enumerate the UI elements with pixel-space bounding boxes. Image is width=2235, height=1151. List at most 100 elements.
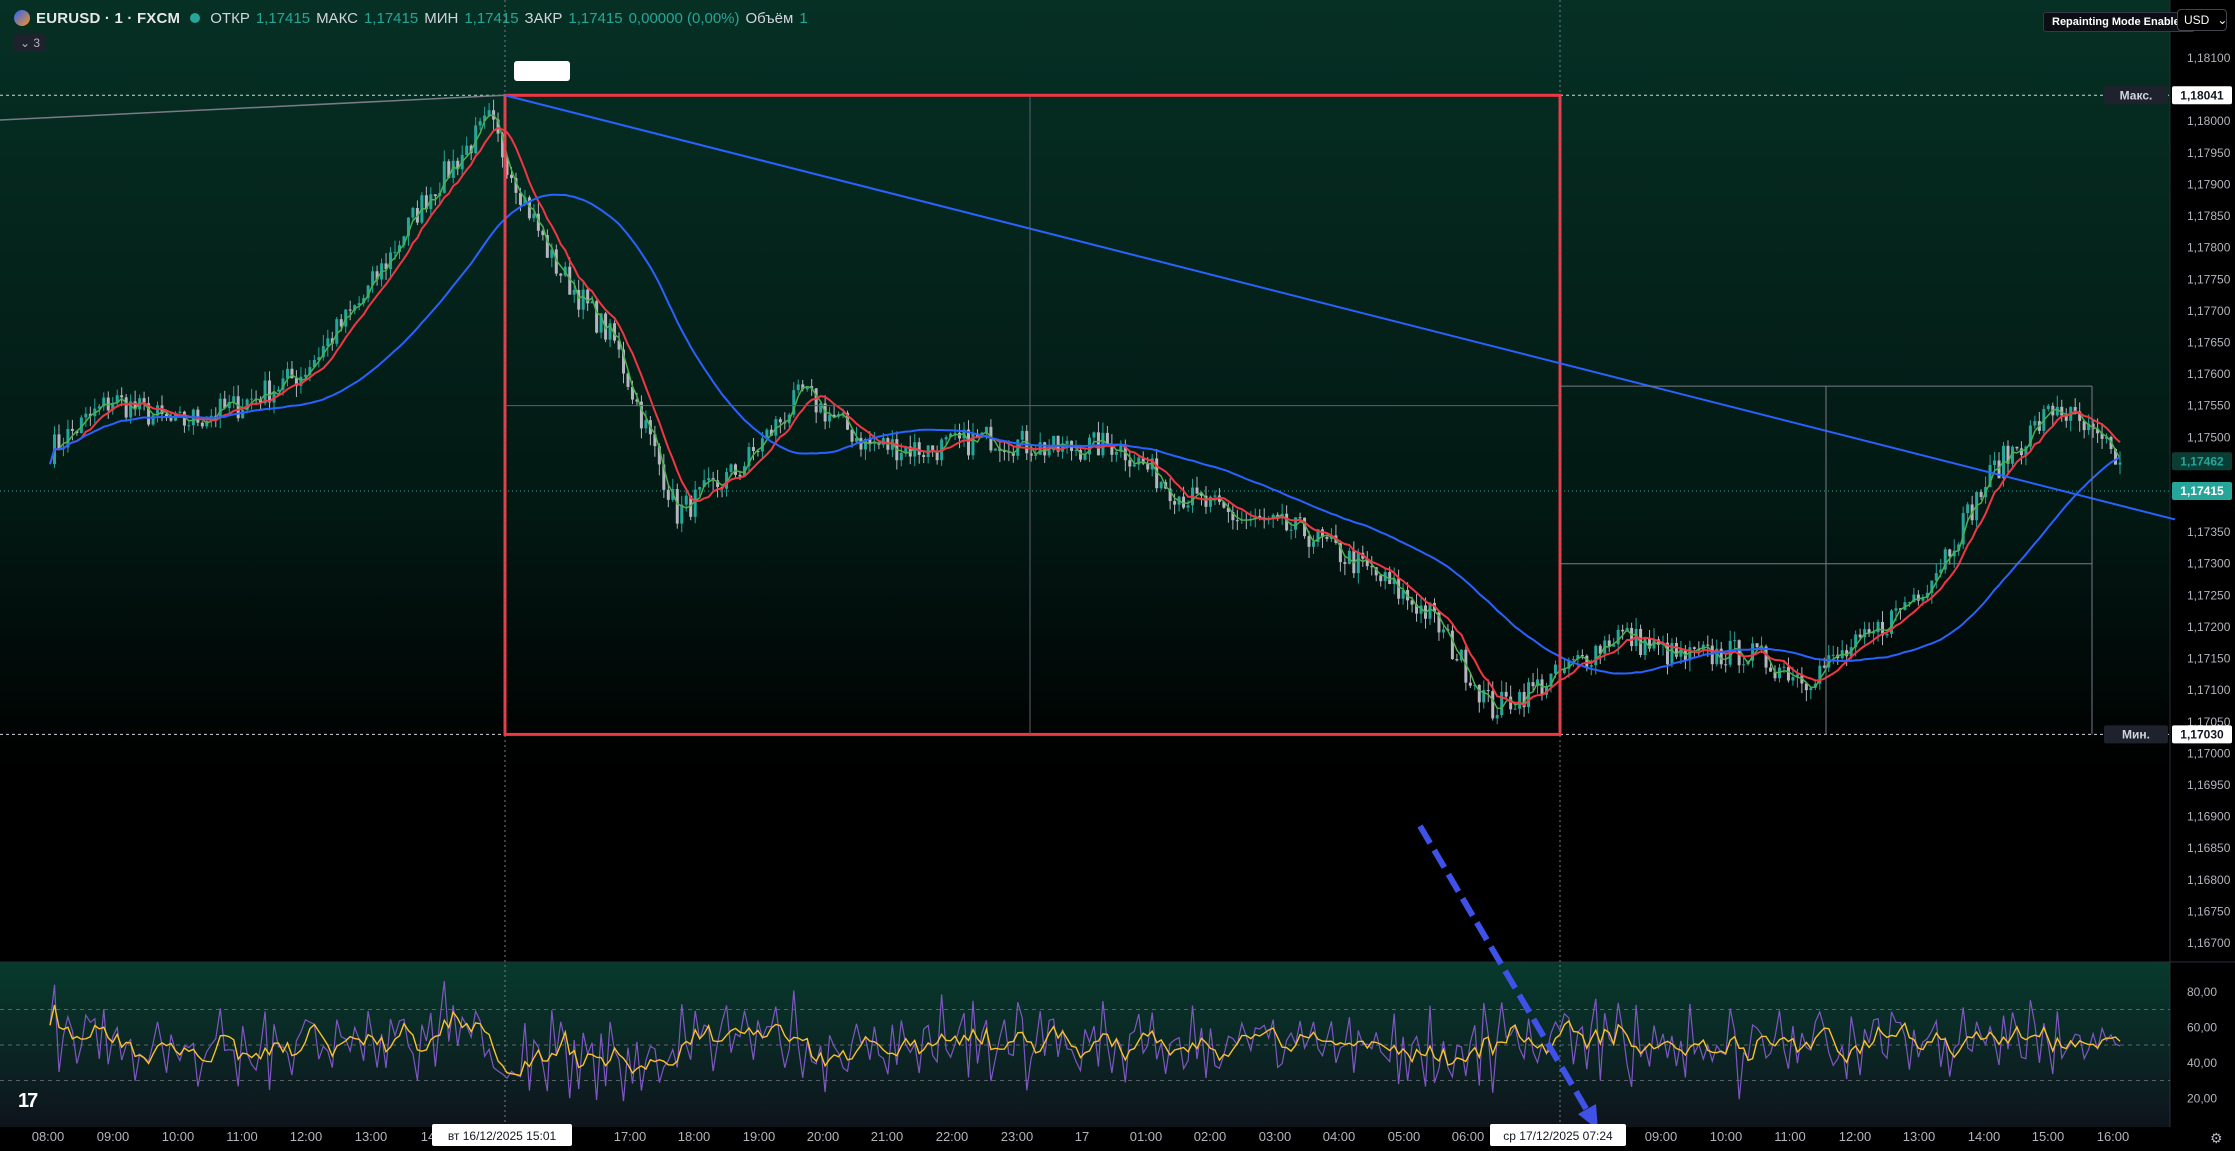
- candle-body: [1782, 666, 1786, 668]
- candle-body: [1907, 602, 1911, 604]
- candle-body: [532, 213, 536, 219]
- candle-body: [1912, 594, 1916, 603]
- candle-body: [339, 319, 343, 327]
- candle-body: [483, 115, 487, 122]
- time-cursor-left-bg: [432, 1124, 572, 1146]
- candle-body: [675, 489, 679, 524]
- candle-body: [1356, 552, 1360, 574]
- candle-body: [1786, 666, 1790, 681]
- candle-body: [1504, 691, 1508, 697]
- time-tick-label: 15:00: [2032, 1129, 2065, 1144]
- candle-body: [1531, 682, 1535, 687]
- candle-body: [1222, 501, 1226, 508]
- candle-body: [1455, 659, 1459, 661]
- min-label-badge-bg: [2104, 725, 2168, 744]
- symbol-title[interactable]: EURUSD · 1 · FXCM: [36, 9, 181, 27]
- time-tick-label: 17: [1075, 1129, 1089, 1144]
- measure-rectangle: [503, 93, 1562, 736]
- candle-body: [2055, 406, 2059, 416]
- candle-body: [1925, 592, 1929, 598]
- candle-body: [57, 434, 61, 449]
- candle-body: [232, 396, 236, 402]
- candle-body: [1289, 529, 1293, 531]
- price-tick-label: 1,17100: [2187, 683, 2231, 697]
- candle-body: [1441, 629, 1445, 633]
- candle-body: [312, 359, 316, 368]
- candle-body: [1607, 640, 1611, 647]
- rsi-tick-label: 80,00: [2187, 985, 2217, 999]
- candle-body: [751, 447, 755, 451]
- candle-body: [854, 437, 858, 442]
- settings-gear-icon[interactable]: ⚙: [2210, 1130, 2223, 1146]
- candle-body: [1706, 644, 1710, 646]
- candle-body: [599, 313, 603, 333]
- open-value: 1,17415: [255, 9, 311, 27]
- candle-body: [456, 160, 460, 170]
- candle-body: [536, 213, 540, 231]
- candle-body: [1173, 501, 1177, 505]
- price-tick-label: 1,16800: [2187, 873, 2231, 887]
- candle-body: [1258, 515, 1262, 519]
- candle-body: [1365, 558, 1369, 567]
- price-tick-label: 1,17750: [2187, 272, 2231, 286]
- candle-body: [657, 446, 661, 465]
- candle-body: [698, 487, 702, 490]
- candle-body: [1450, 630, 1454, 660]
- candle-body: [1522, 691, 1526, 708]
- candle-body: [474, 125, 478, 154]
- candle-body: [281, 378, 285, 390]
- candle-body: [1495, 715, 1499, 719]
- candle-body: [335, 319, 339, 344]
- candle-body: [1934, 573, 1938, 581]
- tradingview-logo-icon[interactable]: 17: [18, 1090, 38, 1112]
- time-tick-label: 21:00: [871, 1129, 904, 1144]
- candle-body: [608, 323, 612, 340]
- candle-body: [577, 289, 581, 310]
- high-callout-bg: [514, 61, 570, 81]
- candle-body: [680, 504, 684, 524]
- candle-body: [487, 110, 491, 116]
- candle-body: [2046, 405, 2050, 410]
- candle-body: [1769, 667, 1773, 672]
- symbol-header[interactable]: EURUSD · 1 · FXCM ОТКР 1,17415 МАКС 1,1741…: [14, 6, 808, 30]
- chevron-down-icon: ⌄: [19, 36, 34, 50]
- candle-body: [2114, 449, 2118, 465]
- candle-body: [2028, 425, 2032, 447]
- candle-body: [1491, 691, 1495, 719]
- candle-body: [1818, 665, 1822, 684]
- candle-body: [1276, 514, 1280, 517]
- candle-body: [613, 323, 617, 341]
- candle-body: [1957, 544, 1961, 551]
- candle-body: [1092, 432, 1096, 438]
- candle-body: [639, 401, 643, 429]
- candle-body: [393, 251, 397, 253]
- trend-line-grey: [0, 94, 506, 121]
- candle-body: [1294, 517, 1298, 530]
- candle-body: [568, 266, 572, 295]
- time-tick-label: 12:00: [1839, 1129, 1872, 1144]
- volume-label: Объём: [745, 9, 794, 27]
- candle-body: [1648, 638, 1652, 649]
- candle-body: [783, 422, 787, 424]
- time-tick-label: 20:00: [807, 1129, 840, 1144]
- price-tick-label: 1,17900: [2187, 177, 2231, 191]
- candle-body: [644, 420, 648, 429]
- fast-ma-line: [49, 114, 2121, 710]
- candle-body: [1804, 683, 1808, 691]
- volume-value: 1: [799, 9, 808, 27]
- candle-body: [949, 433, 953, 438]
- candle-body: [523, 197, 527, 205]
- candle-body: [586, 289, 590, 304]
- price-tick-label: 1,17000: [2187, 746, 2231, 760]
- currency-button[interactable]: USD ⌄: [2177, 9, 2227, 31]
- time-tick-label: 08:00: [32, 1129, 65, 1144]
- low-label: МИН: [424, 9, 459, 27]
- candle-body: [218, 398, 222, 419]
- indicators-collapse-button[interactable]: ⌄ 3: [14, 34, 46, 52]
- candle-body: [729, 464, 733, 472]
- candle-body: [1580, 655, 1584, 657]
- candle-body: [1755, 643, 1759, 648]
- high-value: 1,17415: [363, 9, 419, 27]
- candle-body: [904, 446, 908, 453]
